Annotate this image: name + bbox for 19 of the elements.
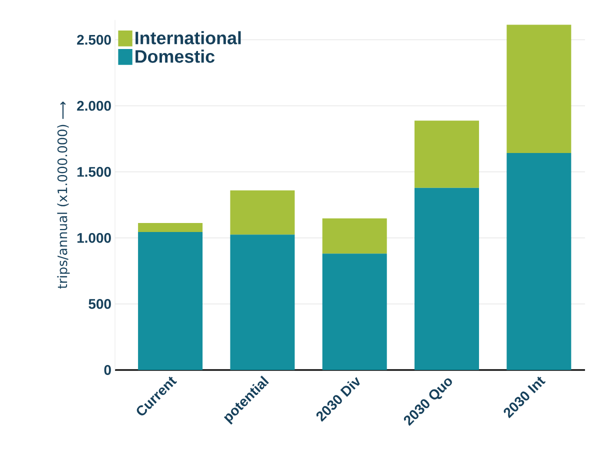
y-tick-label: 2.000 [77, 100, 111, 111]
bar [230, 234, 295, 370]
bar [138, 223, 203, 232]
y-tick-label: 1.500 [77, 166, 111, 177]
y-tick-label: 1.000 [77, 232, 111, 243]
legend-label: International [136, 31, 241, 44]
y-axis-title: trips/annual (x1.000.000) ⟶ [57, 102, 70, 289]
bar [414, 188, 480, 370]
y-tick-label: 500 [88, 299, 111, 309]
bar [230, 190, 295, 235]
y-tick-label: 0 [104, 365, 111, 375]
bar [506, 153, 572, 370]
bar [506, 24, 572, 153]
bar [414, 120, 480, 188]
y-tick-label: 2.500 [77, 34, 111, 45]
bar [138, 232, 203, 370]
bar [322, 254, 387, 370]
legend-label: Domestic [136, 50, 215, 63]
bar [322, 218, 387, 254]
